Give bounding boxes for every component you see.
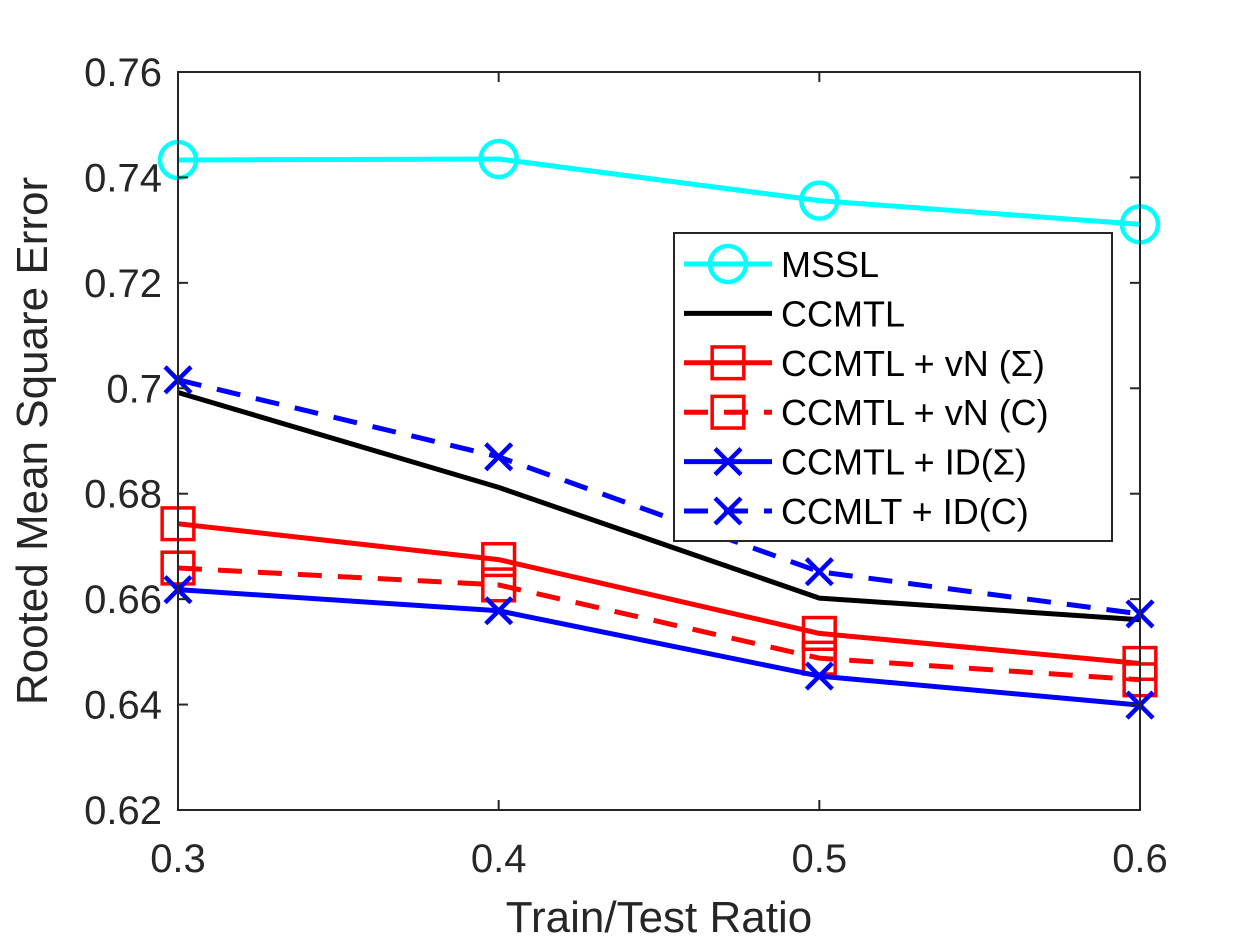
x-marker [804,557,834,587]
series-1 [177,390,1141,623]
legend-item: CCMTL + vN (Σ) [684,343,1045,384]
circle-marker [478,138,519,180]
circle-marker [799,180,840,221]
legend-label: CCMTL + ID(Σ) [781,442,1027,483]
y-tick-label: 0.72 [84,262,162,306]
series-line [177,390,1141,623]
series-line [177,156,1141,227]
square-marker [481,567,517,603]
x-tick-label: 0.4 [471,837,527,881]
legend-item: CCMTL [684,293,905,334]
legend-label: CCMTL + vN (Σ) [781,343,1045,384]
series-line [177,377,1141,617]
y-axis-title: Rooted Mean Square Error [8,177,57,705]
legend-item: CCMLT + ID(C) [684,491,1029,532]
y-tick-label: 0.64 [84,684,162,728]
y-tick-label: 0.76 [84,51,162,95]
x-marker [713,447,743,477]
y-tick-label: 0.62 [84,789,162,833]
legend-label: MSSL [781,244,879,285]
legend-label: CCMTL [781,293,905,334]
x-marker [804,661,834,691]
plot-frame [177,71,1141,811]
legend-item: CCMTL + ID(Σ) [684,442,1027,483]
x-marker [713,496,743,526]
series-line [177,521,1141,666]
legend-box [673,232,1113,542]
tick-layer: 0.3 0.4 0.5 0.6 0.62 0.64 0.66 0.68 0.7 0.72 0.74 0… [84,51,1168,881]
square-marker [710,394,746,430]
x-axis-title: Train/Test Ratio [506,893,812,942]
square-marker [801,615,837,651]
y-tick-label: 0.68 [84,473,162,517]
square-marker [481,542,517,578]
square-marker [710,345,746,381]
series-line [177,565,1141,683]
series-line [177,587,1141,708]
x-tick-label: 0.5 [792,837,848,881]
y-tick-label: 0.66 [84,578,162,622]
y-tick-label: 0.7 [106,367,162,411]
x-marker [484,596,514,626]
legend-label: CCMLT + ID(C) [781,491,1029,532]
legend-item: CCMTL + vN (C) [684,392,1049,433]
legend: MSSL CCMTL CCMTL + vN (Σ) CCMTL + vN (C) CCM… [673,232,1113,542]
circle-marker [707,243,749,285]
x-tick-label: 0.3 [150,837,206,881]
legend-label: CCMTL + vN (C) [781,392,1049,433]
x-tick-label: 0.6 [1112,837,1168,881]
y-tick-label: 0.74 [84,156,162,200]
x-marker [484,442,514,472]
legend-item: MSSL [684,243,879,285]
